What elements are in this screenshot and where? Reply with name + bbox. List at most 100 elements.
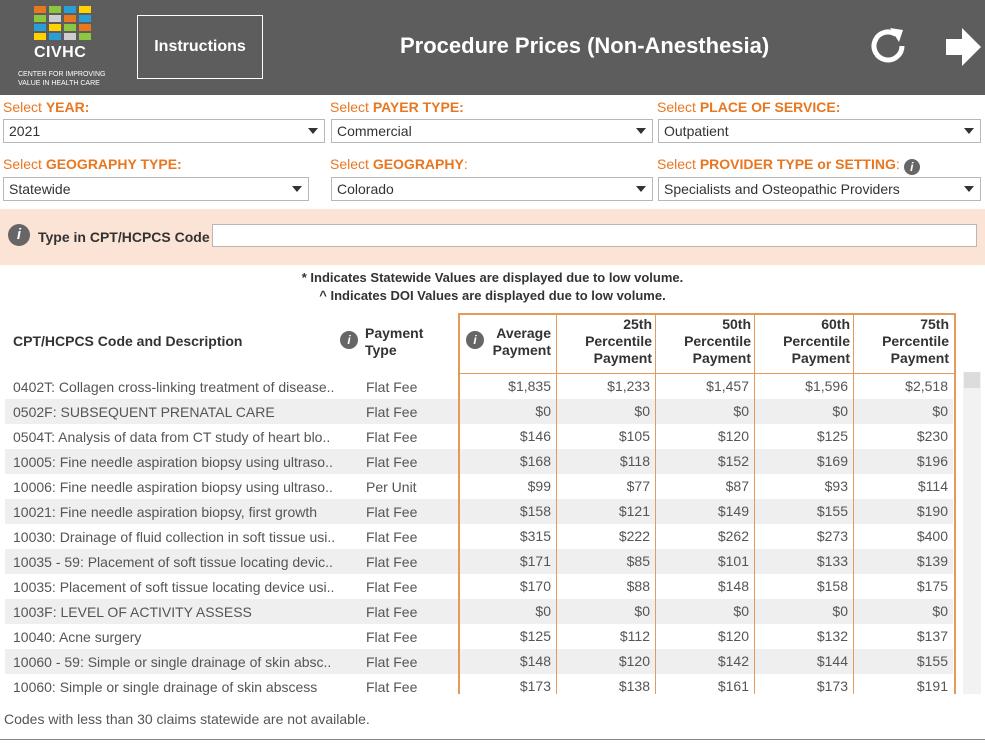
column-divider [754, 315, 755, 694]
table-scrollbar[interactable] [963, 372, 981, 694]
instructions-button[interactable]: Instructions [137, 15, 263, 79]
payer-type-select[interactable]: Commercial [331, 119, 653, 143]
table-row[interactable]: 10035 - 59: Placement of soft tissue loc… [5, 549, 953, 574]
code-description: 10005: Fine needle aspiration biopsy usi… [13, 454, 333, 470]
payment-value-avg: $171 [519, 553, 551, 569]
payment-value-p50: $161 [717, 678, 749, 694]
cpt-code-search-input[interactable] [212, 224, 977, 247]
payment-value-p75: $137 [916, 628, 948, 644]
payment-value-avg: $170 [519, 578, 551, 594]
table-row[interactable]: 10060 - 59: Simple or single drainage of… [5, 649, 953, 674]
payment-value-p50: $262 [717, 528, 749, 544]
search-label: Type in CPT/HCPCS Code [38, 229, 210, 245]
payment-value-p75: $114 [917, 478, 948, 494]
payment-value-p50: $120 [717, 628, 749, 644]
page-title: Procedure Prices (Non-Anesthesia) [400, 33, 770, 58]
year-select[interactable]: 2021 [3, 119, 325, 143]
code-description: 0402T: Collagen cross-linking treatment … [13, 379, 335, 395]
table-row[interactable]: 10006: Fine needle aspiration biopsy usi… [5, 474, 953, 499]
payment-value-avg: $158 [519, 503, 551, 519]
table-row[interactable]: 10005: Fine needle aspiration biopsy usi… [5, 449, 953, 474]
code-description: 10030: Drainage of fluid collection in s… [13, 529, 336, 545]
statewide-note: * Indicates Statewide Values are display… [301, 270, 684, 285]
logo-name: CIVHC [34, 44, 87, 61]
payment-value-p25: $0 [634, 603, 650, 619]
payment-value-p60: $169 [816, 453, 848, 469]
code-description: 0504T: Analysis of data from CT study of… [13, 429, 331, 445]
code-description: 0502F: SUBSEQUENT PRENATAL CARE [13, 404, 275, 420]
p75-header: 75th Percentile Payment [882, 316, 949, 366]
payment-value-avg: $315 [519, 528, 551, 544]
p50-header: 50th Percentile Payment [684, 316, 751, 366]
payment-value-p75: $230 [916, 428, 948, 444]
payment-value-avg: $0 [535, 403, 551, 419]
payment-value-p60: $144 [816, 653, 848, 669]
provider-type-label: Select PROVIDER TYPE or SETTING: i [657, 156, 920, 175]
payment-type: Flat Fee [366, 554, 418, 570]
payment-value-p75: $2,518 [905, 378, 948, 394]
payment-value-p60: $132 [816, 628, 848, 644]
table-row[interactable]: 10040: Acne surgery Flat Fee $125 $112 $120 $… [5, 624, 953, 649]
payment-value-p25: $112 [619, 628, 650, 644]
table-row[interactable]: 10021: Fine needle aspiration biopsy, fi… [5, 499, 953, 524]
payment-value-p60: $0 [832, 403, 848, 419]
place-of-service-select[interactable]: Outpatient [658, 119, 981, 143]
payment-value-p25: $85 [626, 553, 650, 569]
column-divider [556, 315, 557, 694]
logo-subtitle: CENTER FOR IMPROVING VALUE IN HEALTH CAR… [18, 71, 106, 87]
refresh-icon[interactable] [866, 24, 910, 68]
payment-value-p25: $1,233 [607, 378, 650, 394]
year-label: Select YEAR: [3, 99, 90, 115]
chevron-down-icon [636, 186, 646, 192]
average-payment-header: Average Payment [492, 325, 551, 358]
payment-value-p75: $155 [916, 653, 948, 669]
table-row[interactable]: 0504T: Analysis of data from CT study of… [5, 424, 953, 449]
payment-value-p60: $133 [816, 553, 848, 569]
arrow-right-icon[interactable] [944, 26, 982, 68]
table-row[interactable]: 10030: Drainage of fluid collection in s… [5, 524, 953, 549]
chevron-down-icon [292, 186, 302, 192]
payment-value-p75: $196 [916, 453, 948, 469]
place-of-service-label: Select PLACE OF SERVICE: [657, 99, 841, 115]
payment-type: Flat Fee [366, 504, 418, 520]
column-divider [655, 315, 656, 694]
payment-value-p25: $138 [618, 678, 650, 694]
payment-value-p60: $155 [816, 503, 848, 519]
payment-type: Flat Fee [366, 679, 418, 695]
info-icon[interactable]: i [340, 331, 358, 349]
header-divider [458, 373, 956, 374]
payment-value-p50: $142 [717, 653, 749, 669]
civhc-logo: CIVHC CENTER FOR IMPROVING VALUE IN HEAL… [12, 4, 116, 92]
code-description: 10035: Placement of soft tissue locating… [13, 579, 335, 595]
info-icon[interactable]: i [8, 224, 30, 246]
geography-label: Select GEOGRAPHY: [330, 156, 468, 172]
payment-value-p50: $1,457 [706, 378, 749, 394]
payment-value-p50: $0 [733, 603, 749, 619]
table-row[interactable]: 1003F: LEVEL OF ACTIVITY ASSESS Flat Fee $… [5, 599, 953, 624]
info-icon[interactable]: i [903, 159, 920, 175]
table-row[interactable]: 0402T: Collagen cross-linking treatment … [5, 374, 953, 399]
payment-type: Per Unit [366, 479, 417, 495]
payment-value-p75: $175 [916, 578, 948, 594]
payment-value-p60: $1,596 [805, 378, 848, 394]
geography-type-select[interactable]: Statewide [3, 177, 309, 201]
payment-value-p50: $149 [717, 503, 749, 519]
info-icon[interactable]: i [466, 331, 484, 349]
payment-value-p50: $101 [717, 553, 749, 569]
payment-value-p75: $139 [916, 553, 948, 569]
payment-type: Flat Fee [366, 604, 418, 620]
table-row[interactable]: 0502F: SUBSEQUENT PRENATAL CARE Flat Fee $… [5, 399, 953, 424]
p25-header: 25th Percentile Payment [585, 316, 652, 366]
payment-value-p75: $0 [932, 603, 948, 619]
payment-value-avg: $1,835 [508, 378, 551, 394]
provider-type-select[interactable]: Specialists and Osteopathic Providers [658, 177, 981, 201]
geography-select[interactable]: Colorado [331, 177, 653, 201]
payment-value-p50: $87 [725, 478, 749, 494]
scrollbar-thumb[interactable] [964, 372, 980, 388]
table-row[interactable]: 10035: Placement of soft tissue locating… [5, 574, 953, 599]
geography-type-label: Select GEOGRAPHY TYPE: [3, 156, 182, 172]
payment-value-p50: $148 [717, 578, 749, 594]
table-row[interactable]: 10060: Simple or single drainage of skin… [5, 674, 953, 699]
payer-type-label: Select PAYER TYPE: [330, 99, 464, 115]
payment-value-p25: $105 [618, 428, 650, 444]
